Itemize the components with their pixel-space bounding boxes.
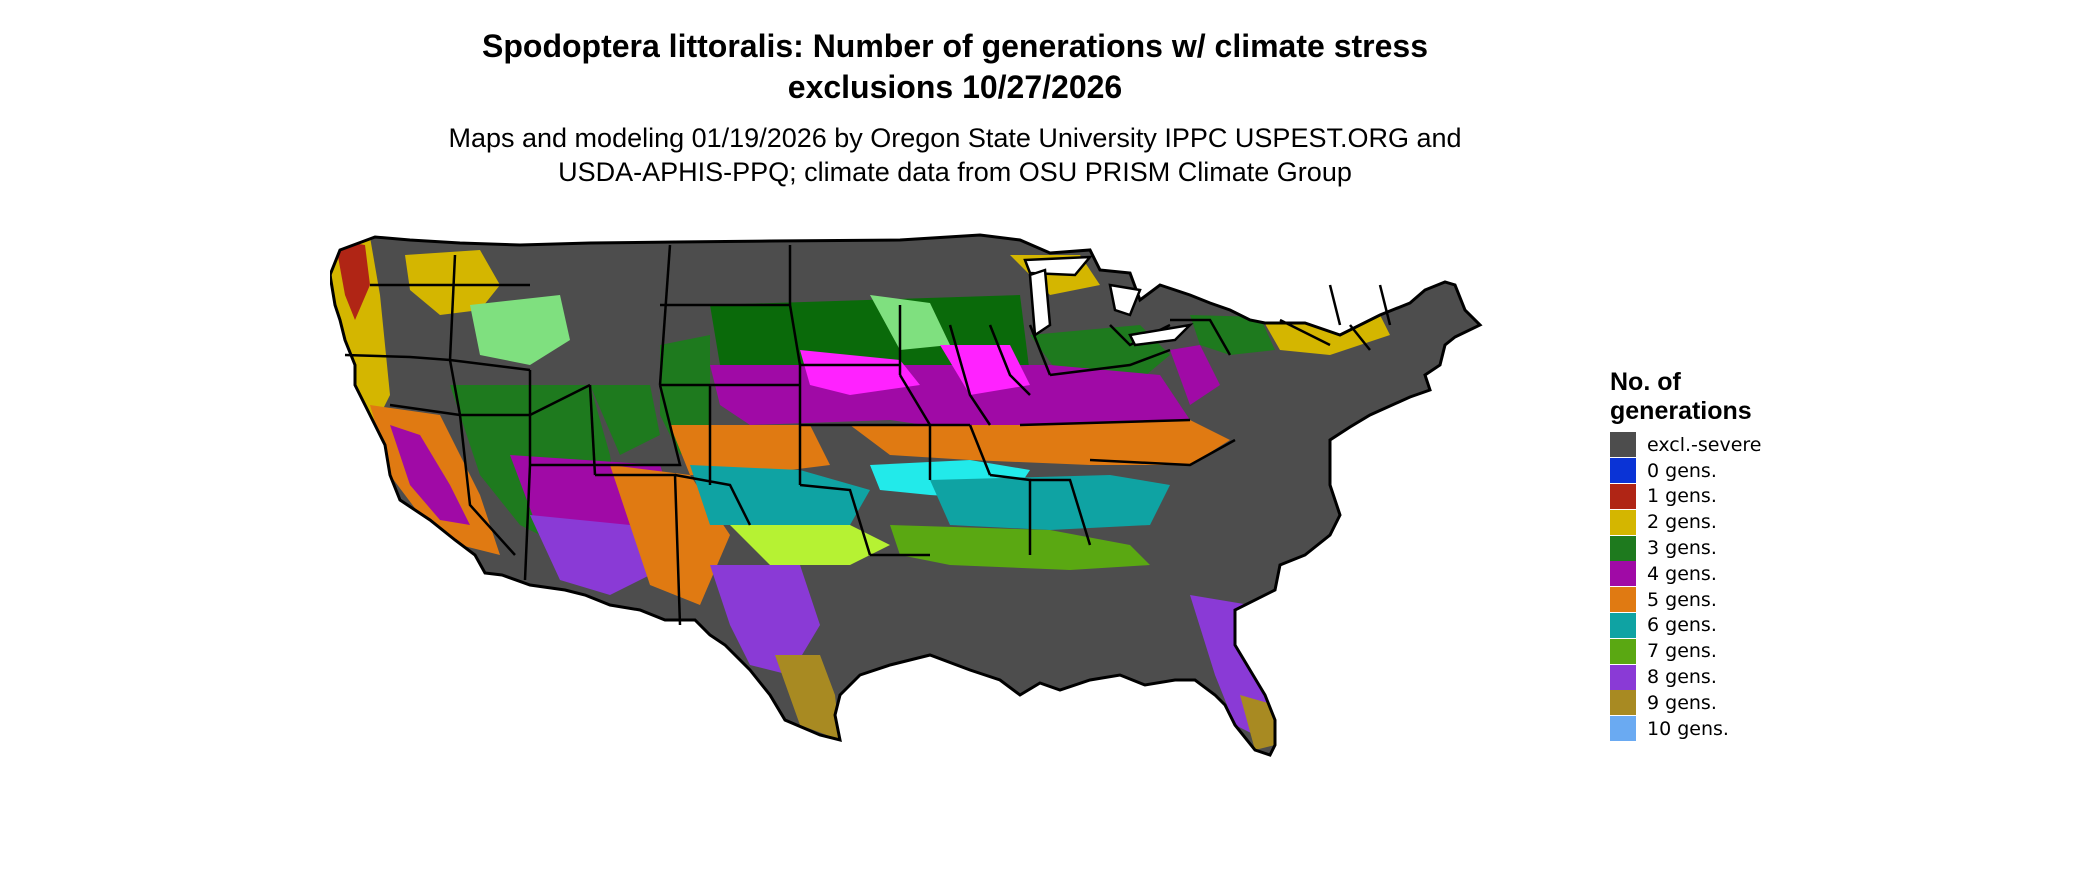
legend-label-3-gens: 3 gens.	[1647, 537, 1717, 560]
legend-label-5-gens: 5 gens.	[1647, 588, 1717, 611]
legend-label-4-gens: 4 gens.	[1647, 562, 1717, 585]
generation-zones	[330, 235, 1480, 755]
legend-label-1-gens: 1 gens.	[1647, 485, 1717, 508]
legend-item-2-gens: 2 gens.	[1610, 509, 1870, 535]
legend-item-1-gens: 1 gens.	[1610, 483, 1870, 510]
legend-label-10-gens: 10 gens.	[1647, 717, 1729, 740]
zone-8-gens-south-texas	[710, 565, 820, 675]
zone-3-gens-idaho	[470, 295, 570, 365]
legend-item-3-gens: 3 gens.	[1610, 535, 1870, 561]
legend-item-9-gens: 9 gens.	[1610, 690, 1870, 716]
zone-1-gens-olympic	[335, 240, 370, 320]
zone-5-gens-southeast	[850, 420, 1230, 465]
great-lakes	[1023, 255, 1194, 347]
legend-swatch-9-gens	[1610, 690, 1636, 716]
legend-label-8-gens: 8 gens.	[1647, 666, 1717, 689]
legend-title-line1: No. of	[1610, 368, 1681, 396]
map-title-line2: exclusions 10/27/2026	[787, 69, 1123, 105]
legend-title-line2: generations	[1610, 397, 1752, 425]
zone-6-gens-gulf-states	[930, 475, 1170, 530]
legend-label-0-gens: 0 gens.	[1647, 459, 1717, 482]
legend: No. of generations excl.-severe 0 gens. …	[1610, 368, 1870, 742]
zone-3-gens-pennsylvania	[1190, 315, 1275, 355]
legend-label-2-gens: 2 gens.	[1647, 511, 1717, 534]
map-subtitle-line1: Maps and modeling 01/19/2026 by Oregon S…	[448, 123, 1462, 153]
zone-3-gens-light-iowa	[870, 295, 950, 350]
legend-swatch-excl-severe	[1610, 432, 1636, 458]
legend-title: No. of generations	[1610, 368, 1870, 426]
map-subtitle-line2: USDA-APHIS-PPQ; climate data from OSU PR…	[558, 157, 1352, 187]
legend-swatch-8-gens	[1610, 664, 1636, 690]
legend-items: excl.-severe 0 gens. 1 gens. 2 gens. 3 g…	[1610, 432, 1870, 742]
legend-item-excl-severe: excl.-severe	[1610, 432, 1870, 458]
zone-5-gens-new-mexico	[610, 465, 730, 605]
legend-item-6-gens: 6 gens.	[1610, 612, 1870, 639]
legend-swatch-6-gens	[1610, 612, 1636, 638]
zone-3-gens-colorado-plateau	[590, 385, 660, 455]
legend-swatch-1-gens	[1610, 483, 1636, 509]
legend-swatch-4-gens	[1610, 561, 1636, 587]
zone-7-gens-light-south-texas	[730, 525, 890, 565]
legend-label-9-gens: 9 gens.	[1647, 691, 1717, 714]
legend-item-5-gens: 5 gens.	[1610, 587, 1870, 613]
legend-item-10-gens: 10 gens.	[1610, 716, 1870, 742]
lake-erie	[1128, 323, 1194, 347]
zone-7-gens-gulf-coast	[890, 525, 1150, 570]
zone-4-gens-central-valley	[390, 425, 470, 525]
lake-michigan	[1028, 268, 1052, 338]
legend-swatch-7-gens	[1610, 638, 1636, 664]
zone-4-gens-light-ohio-valley	[940, 345, 1030, 395]
zone-8-gens-sonoran	[530, 515, 650, 595]
us-generations-map	[330, 233, 1482, 757]
zone-6-gens-texas	[690, 465, 870, 525]
map-title: Spodoptera littoralis: Number of generat…	[440, 26, 1470, 108]
legend-item-8-gens: 8 gens.	[1610, 664, 1870, 690]
zone-9-gens-rio-grande	[775, 655, 840, 740]
zone-4-gens-mid-atlantic	[1170, 345, 1220, 405]
legend-label-7-gens: 7 gens.	[1647, 640, 1717, 663]
zone-4-gens-light-missouri	[800, 350, 920, 395]
legend-swatch-2-gens	[1610, 509, 1636, 535]
map-subtitle: Maps and modeling 01/19/2026 by Oregon S…	[420, 121, 1490, 189]
legend-label-6-gens: 6 gens.	[1647, 614, 1717, 637]
map-title-line1: Spodoptera littoralis: Number of generat…	[482, 28, 1428, 64]
zone-9-gens-south-florida	[1240, 695, 1275, 750]
legend-item-4-gens: 4 gens.	[1610, 561, 1870, 587]
legend-swatch-3-gens	[1610, 535, 1636, 561]
lake-huron	[1108, 283, 1142, 317]
legend-swatch-0-gens	[1610, 458, 1636, 484]
legend-label-excl-severe: excl.-severe	[1647, 433, 1762, 456]
legend-item-7-gens: 7 gens.	[1610, 638, 1870, 664]
state-boundaries	[344, 244, 1392, 626]
legend-swatch-5-gens	[1610, 587, 1636, 613]
legend-item-0-gens: 0 gens.	[1610, 458, 1870, 484]
legend-swatch-10-gens	[1610, 716, 1636, 742]
